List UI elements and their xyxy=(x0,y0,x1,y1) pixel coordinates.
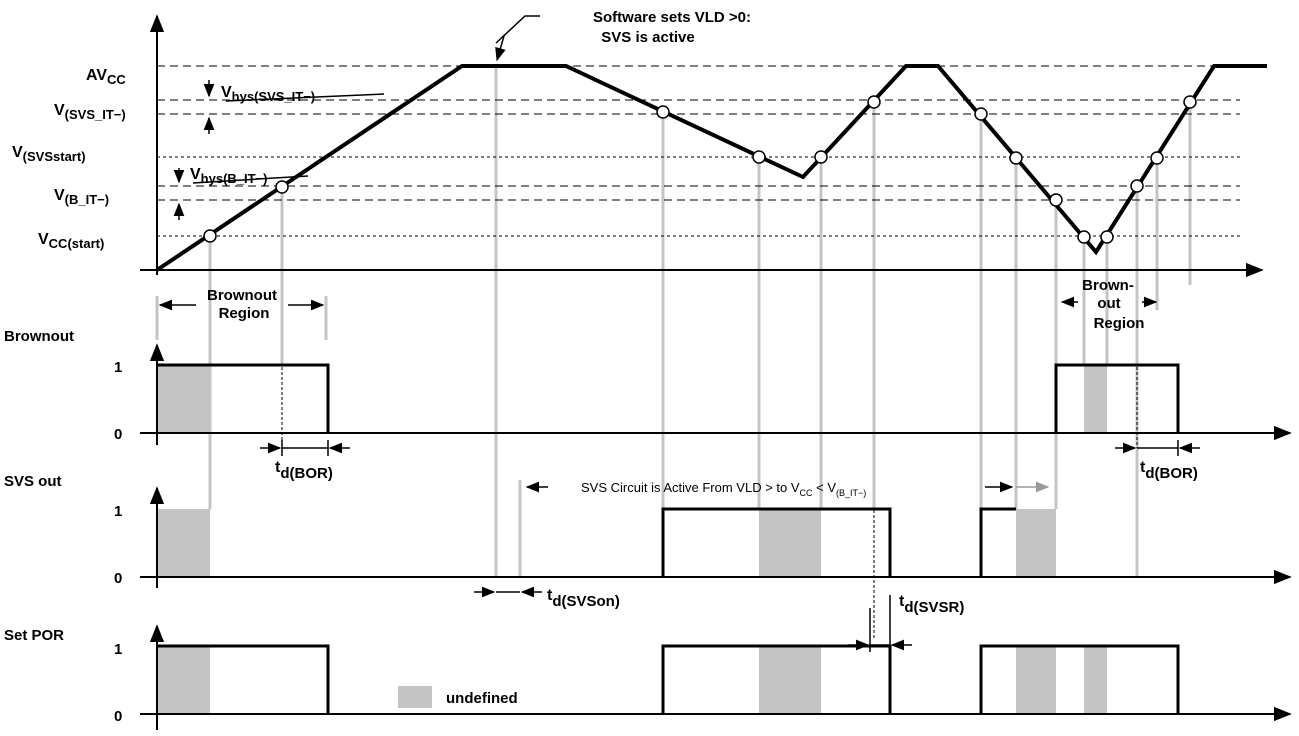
axes xyxy=(140,14,1292,730)
brownout-wave-1 xyxy=(157,363,330,433)
dimension-arrows xyxy=(158,15,1200,652)
brownout-signal-label: Brownout xyxy=(4,328,74,345)
por-wave-2 xyxy=(661,644,892,714)
svs-undefined-2 xyxy=(759,509,821,577)
avcc-label: AVCC xyxy=(86,67,126,87)
por-undefined-4 xyxy=(1084,646,1107,714)
svs-wave-1 xyxy=(661,507,892,577)
svs-undefined-3 xyxy=(1016,509,1056,577)
brownout-region-right-label-2: out xyxy=(1097,295,1120,312)
vhys-b-label: Vhys(B_IT−) xyxy=(190,166,268,186)
vcc-waveform xyxy=(155,64,1267,272)
vsvs-it-label: V(SVS_IT−) xyxy=(54,102,126,122)
svs-out-signal-label: SVS out xyxy=(4,473,62,490)
brownout-undefined-1 xyxy=(157,365,210,433)
legend-swatch xyxy=(398,686,432,708)
svs-out-level-1: 1 xyxy=(114,503,122,520)
brownout-level-1: 1 xyxy=(114,359,122,376)
vb-it-label: V(B_IT−) xyxy=(54,187,109,207)
brownout-level-0: 0 xyxy=(114,426,122,443)
legend-undefined-label: undefined xyxy=(446,690,518,707)
por-undefined-2 xyxy=(759,646,821,714)
svs-out-level-0: 0 xyxy=(114,570,122,587)
td-bor-left-label: td(BOR) xyxy=(275,459,333,482)
por-undefined-1 xyxy=(157,646,210,714)
digital-waveforms xyxy=(157,363,1180,714)
brownout-undefined-2 xyxy=(1084,365,1107,433)
set-por-signal-label: Set POR xyxy=(4,627,64,644)
vcc-start-label: VCC(start) xyxy=(38,231,104,251)
svs-undefined-1 xyxy=(157,509,210,577)
set-por-level-1: 1 xyxy=(114,641,122,658)
td-bor-right-label: td(BOR) xyxy=(1140,459,1198,482)
set-por-level-0: 0 xyxy=(114,708,122,725)
td-svson-label: td(SVSon) xyxy=(547,587,620,610)
svs-active-span-label: SVS Circuit is Active From VLD > to VCC … xyxy=(581,480,866,498)
vsvs-start-label: V(SVSstart) xyxy=(12,144,86,164)
svs-wave-2 xyxy=(979,507,1016,577)
software-sets-vld-label-1: Software sets VLD >0: xyxy=(593,9,751,26)
td-svsr-label: td(SVSR) xyxy=(899,593,964,616)
undefined-regions xyxy=(157,365,1107,714)
por-undefined-3 xyxy=(1016,646,1056,714)
vhys-svs-label: Vhys(SVS_IT−) xyxy=(221,84,315,104)
brownout-region-right-label-3: Region xyxy=(1094,315,1145,332)
brownout-region-right-label-1: Brown- xyxy=(1082,277,1134,294)
reference-levels xyxy=(157,65,1267,640)
por-wave-3 xyxy=(979,644,1180,714)
brownout-region-left-label-1: Brownout xyxy=(207,287,277,304)
por-wave-1 xyxy=(157,644,330,714)
brownout-region-left-label-2: Region xyxy=(219,305,270,322)
software-sets-vld-label-2: SVS is active xyxy=(601,29,694,46)
brownout-wave-2 xyxy=(1054,363,1180,433)
crossing-markers xyxy=(203,95,1197,244)
marker-lines xyxy=(155,66,1192,578)
